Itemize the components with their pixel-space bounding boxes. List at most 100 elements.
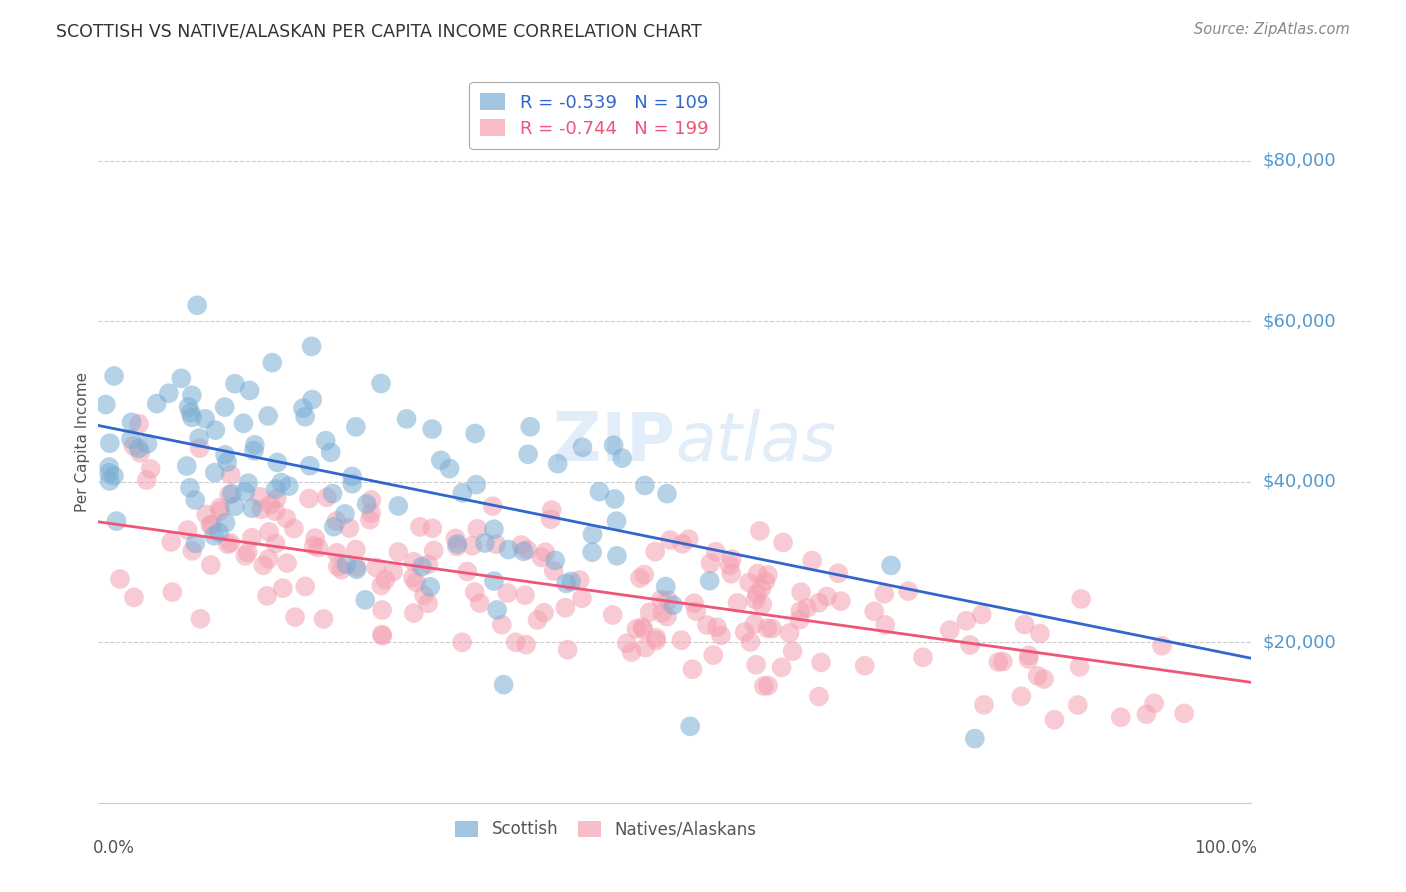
Point [650,592,672,607]
Point [219,467,242,482]
Point [740,635,762,649]
Point [240,531,263,545]
Text: $80,000: $80,000 [1263,152,1336,169]
Point [371,629,394,643]
Point [304,531,326,545]
Point [200,558,222,572]
Point [257,552,280,566]
Point [217,537,239,551]
Point [970,607,993,622]
Point [751,598,773,612]
Point [340,469,363,483]
Point [706,620,728,634]
Point [911,650,934,665]
Point [266,491,288,506]
Point [194,412,217,426]
Point [512,544,534,558]
Point [122,439,145,453]
Point [423,543,446,558]
Point [122,591,145,605]
Point [283,522,305,536]
Point [387,499,409,513]
Point [461,539,484,553]
Point [544,553,567,567]
Point [581,545,603,559]
Point [602,438,624,452]
Point [249,490,271,504]
Point [294,579,316,593]
Point [371,603,394,617]
Point [422,521,444,535]
Point [973,698,995,712]
Text: 0.0%: 0.0% [93,838,135,857]
Point [486,603,509,617]
Point [1029,626,1052,640]
Point [1043,713,1066,727]
Point [208,504,231,518]
Point [1018,648,1040,663]
Point [515,638,537,652]
Point [204,466,226,480]
Point [370,578,392,592]
Point [581,527,603,541]
Point [654,580,676,594]
Point [188,441,211,455]
Point [754,574,776,589]
Point [395,412,418,426]
Point [557,642,579,657]
Point [344,560,367,574]
Point [179,481,201,495]
Point [543,564,565,578]
Point [208,525,231,540]
Point [702,648,724,662]
Point [789,613,811,627]
Point [616,636,638,650]
Point [474,536,496,550]
Point [180,410,202,425]
Point [346,562,368,576]
Point [880,558,903,573]
Text: $60,000: $60,000 [1263,312,1336,330]
Point [510,538,533,552]
Point [603,491,626,506]
Point [939,623,962,637]
Point [232,417,254,431]
Point [451,485,474,500]
Point [517,447,540,461]
Point [298,491,321,506]
Point [284,610,307,624]
Point [1010,690,1032,704]
Point [322,519,344,533]
Point [645,633,668,648]
Point [214,516,236,530]
Point [235,549,257,563]
Point [727,596,749,610]
Point [671,537,693,551]
Point [1109,710,1132,724]
Point [873,587,896,601]
Point [217,455,239,469]
Point [409,520,432,534]
Point [200,518,222,533]
Point [319,445,342,459]
Point [779,625,801,640]
Point [530,550,553,565]
Point [699,556,721,570]
Point [294,409,316,424]
Point [505,635,527,649]
Point [554,600,576,615]
Point [519,419,541,434]
Point [959,638,981,652]
Point [180,388,202,402]
Point [734,625,756,640]
Point [239,384,262,398]
Point [370,376,392,391]
Point [176,523,198,537]
Point [789,604,811,618]
Point [679,719,702,733]
Point [1173,706,1195,721]
Point [628,571,651,585]
Point [266,455,288,469]
Point [252,558,274,573]
Point [745,592,768,607]
